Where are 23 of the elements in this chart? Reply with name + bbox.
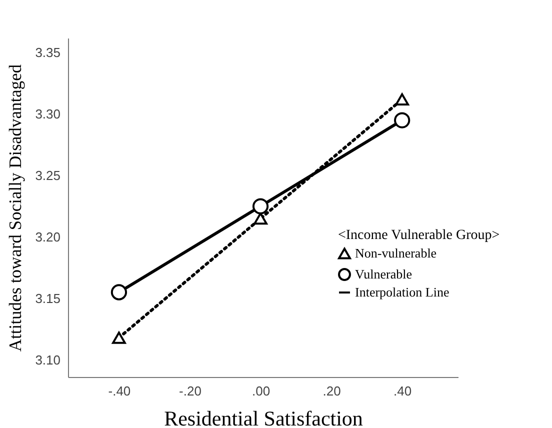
point — [254, 212, 268, 225]
y-tick-label: 3.35 — [35, 45, 60, 60]
legend-label: Vulnerable — [355, 266, 412, 282]
point — [252, 198, 269, 214]
x-axis-title: Residential Satisfaction — [164, 406, 364, 428]
point — [395, 93, 409, 106]
x-tick-label: -.40 — [108, 384, 131, 398]
x-tick-label: .20 — [322, 384, 341, 398]
legend-label: Non-vulnerable — [355, 246, 437, 260]
y-tick-label: 3.20 — [35, 229, 60, 244]
y-tick-label: 3.25 — [35, 168, 60, 184]
annotation: Interpolation Line — [355, 284, 450, 300]
legend-title: <Income Vulnerable Group> — [338, 228, 500, 243]
point — [394, 112, 410, 128]
y-tick-label: 3.30 — [35, 106, 60, 122]
x-tick-label: -.20 — [179, 384, 202, 398]
y-tick-label: 3.15 — [35, 290, 60, 306]
point — [112, 332, 126, 344]
point — [110, 284, 128, 300]
x-tick-label: .00 — [252, 384, 270, 398]
y-tick-label: 3.10 — [35, 352, 60, 368]
y-axis-title: Attitudes toward Socially Disadvantaged — [5, 64, 26, 352]
x-tick-label: .40 — [394, 384, 412, 398]
